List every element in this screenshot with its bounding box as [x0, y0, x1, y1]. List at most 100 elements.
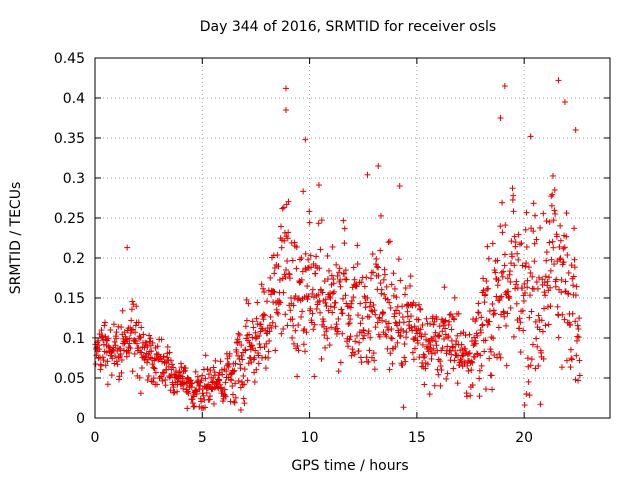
data-point: [516, 325, 523, 332]
data-point: [207, 367, 214, 374]
data-point: [95, 337, 102, 344]
data-point: [146, 332, 153, 339]
data-point: [268, 324, 275, 331]
data-point: [335, 368, 342, 375]
data-point: [507, 304, 514, 311]
data-point: [266, 328, 273, 335]
data-point: [390, 270, 397, 277]
data-point: [337, 283, 344, 290]
data-point: [119, 307, 126, 314]
data-point: [100, 357, 107, 364]
data-point: [123, 353, 130, 360]
data-point: [202, 352, 209, 359]
data-point: [115, 354, 122, 361]
data-point: [504, 275, 511, 282]
data-point: [521, 280, 528, 287]
data-point: [402, 285, 409, 292]
data-point: [555, 334, 562, 341]
data-point: [102, 362, 109, 369]
data-point: [494, 282, 501, 289]
data-point: [104, 381, 111, 388]
data-point: [267, 274, 274, 281]
data-point: [149, 339, 156, 346]
data-point: [98, 327, 105, 334]
data-point: [298, 255, 305, 262]
data-point: [562, 278, 569, 285]
data-point: [454, 332, 461, 339]
data-point: [431, 382, 438, 389]
data-point: [317, 309, 324, 316]
data-point: [143, 339, 150, 346]
data-point: [385, 327, 392, 334]
y-tick-label: 0.15: [54, 291, 85, 307]
data-point: [516, 315, 523, 322]
data-point: [462, 345, 469, 352]
data-point: [410, 356, 417, 363]
data-point: [395, 256, 402, 263]
data-point: [510, 192, 517, 199]
data-point: [533, 278, 540, 285]
data-point: [559, 311, 566, 318]
data-point: [501, 251, 508, 258]
data-point: [328, 324, 335, 331]
data-point: [289, 316, 296, 323]
data-point: [573, 352, 580, 359]
data-point: [387, 350, 394, 357]
data-point: [451, 316, 458, 323]
data-point: [305, 256, 312, 263]
data-point: [565, 291, 572, 298]
data-point: [422, 365, 429, 372]
data-point: [284, 322, 291, 329]
data-point: [114, 361, 121, 368]
data-point: [367, 334, 374, 341]
data-point: [101, 322, 108, 329]
data-point: [388, 281, 395, 288]
data-point: [250, 324, 257, 331]
data-point: [232, 360, 239, 367]
data-point: [543, 249, 550, 256]
data-point: [322, 296, 329, 303]
data-point: [190, 392, 197, 399]
data-point: [316, 265, 323, 272]
data-point: [183, 379, 190, 386]
data-point: [230, 368, 237, 375]
data-point: [296, 256, 303, 263]
data-point: [276, 276, 283, 283]
data-point: [408, 324, 415, 331]
data-point: [505, 288, 512, 295]
data-point: [461, 359, 468, 366]
data-point: [546, 274, 553, 281]
data-point: [535, 362, 542, 369]
data-point: [400, 404, 407, 411]
data-point: [519, 307, 526, 314]
data-point: [401, 354, 408, 361]
data-point: [557, 237, 564, 244]
data-point: [457, 330, 464, 337]
data-point: [382, 318, 389, 325]
data-point: [360, 335, 367, 342]
data-point: [260, 285, 267, 292]
data-point: [419, 322, 426, 329]
data-point: [506, 268, 513, 275]
data-point: [267, 313, 274, 320]
data-point: [198, 398, 205, 405]
data-point: [152, 369, 159, 376]
data-point: [480, 275, 487, 282]
data-point: [307, 252, 314, 259]
data-point: [477, 352, 484, 359]
data-point: [454, 380, 461, 387]
data-point: [560, 245, 567, 252]
data-point: [501, 313, 508, 320]
data-point: [198, 377, 205, 384]
data-point: [417, 326, 424, 333]
data-point: [315, 182, 322, 189]
data-point: [366, 313, 373, 320]
data-point: [255, 360, 262, 367]
data-point: [190, 393, 197, 400]
data-point: [239, 356, 246, 363]
data-point: [437, 358, 444, 365]
data-point: [540, 210, 547, 217]
data-point: [347, 333, 354, 340]
data-point: [245, 300, 252, 307]
data-point: [520, 292, 527, 299]
